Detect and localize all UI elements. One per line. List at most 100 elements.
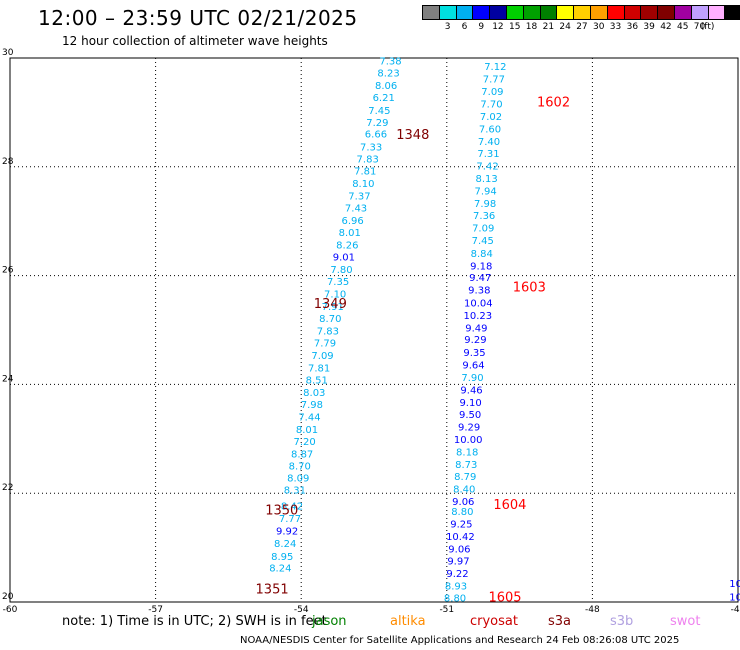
y-tick-label: 26 xyxy=(2,266,14,276)
data-point-label: 8.10 xyxy=(352,179,374,190)
data-point-label: 8.80 xyxy=(451,507,473,518)
data-point-label: 7.33 xyxy=(360,143,382,154)
legend-label: 42 xyxy=(660,22,672,32)
data-point-label: 10.42 xyxy=(446,532,475,543)
data-point-label: 9.47 xyxy=(469,273,491,284)
data-point-label: 8.13 xyxy=(475,174,497,185)
data-point-label: 8.24 xyxy=(269,564,291,575)
data-point-label: 7.44 xyxy=(298,412,320,423)
data-point-label: 9.10 xyxy=(459,398,481,409)
pass-label: 1350 xyxy=(265,504,298,519)
data-point-label: 8.24 xyxy=(274,539,296,550)
data-point-label: 7.36 xyxy=(473,211,495,222)
data-point-label: 7.45 xyxy=(472,236,494,247)
data-point-label: 8.31 xyxy=(284,485,306,496)
data-point-label: 9.64 xyxy=(462,360,484,371)
data-point-label: 9.35 xyxy=(463,348,485,359)
y-tick-label: 22 xyxy=(2,483,13,493)
data-point-label: 8.01 xyxy=(339,228,361,239)
data-point-label: 9.92 xyxy=(276,527,298,538)
satellite-s3b: s3b xyxy=(610,614,634,629)
legend-label: 70 xyxy=(693,22,706,32)
data-point-label: 8.80 xyxy=(444,594,466,605)
pass-label: 1604 xyxy=(493,498,526,513)
data-point-label: 10.04 xyxy=(464,298,493,309)
data-point-label: 8.26 xyxy=(336,241,358,252)
data-point-label: 8.84 xyxy=(471,249,493,260)
data-point-label: 9.06 xyxy=(448,545,470,556)
data-point-label: 10.00 xyxy=(454,435,483,446)
satellite-altika: altika xyxy=(390,614,426,629)
data-point-label: 7.80 xyxy=(330,265,352,276)
data-point-label: 9.97 xyxy=(447,557,469,568)
x-tick-label: -57 xyxy=(148,605,163,615)
data-point-label: 9.29 xyxy=(458,422,480,433)
data-point-label: 7.38 xyxy=(379,57,401,68)
data-point-label: 7.98 xyxy=(474,199,496,210)
data-point-label: 7.10 xyxy=(324,290,346,301)
data-point-label: 7.83 xyxy=(317,327,339,338)
pass-label: 1602 xyxy=(537,96,570,111)
data-point-label: 9.50 xyxy=(459,410,481,421)
data-point-label: 8.51 xyxy=(306,376,328,387)
data-point-label: 7.20 xyxy=(293,437,315,448)
data-point-label: 8.70 xyxy=(289,461,311,472)
data-point-label: 8.18 xyxy=(456,447,478,458)
data-point-label: 9.25 xyxy=(450,520,472,531)
data-point-label: 6.96 xyxy=(342,216,364,227)
data-point-label: 8.09 xyxy=(287,473,309,484)
data-point-label: 8.06 xyxy=(375,81,397,92)
legend-label: 45 xyxy=(677,22,689,32)
data-point-label: 6.66 xyxy=(365,130,387,141)
data-point-label: 7.79 xyxy=(314,339,336,350)
data-point-label: 10 xyxy=(729,579,740,590)
legend-label: 24 xyxy=(559,22,571,32)
data-point-label: 7.37 xyxy=(348,192,370,203)
color-legend xyxy=(422,5,740,20)
data-point-label: 7.02 xyxy=(480,112,502,123)
legend-label: 27 xyxy=(576,22,588,32)
data-point-label: 7.09 xyxy=(311,351,333,362)
data-point-label: 7.29 xyxy=(366,118,388,129)
data-point-label: 7.98 xyxy=(301,400,323,411)
data-point-label: 7.43 xyxy=(345,204,367,215)
data-point-label: 8.73 xyxy=(455,460,477,471)
x-tick-label: -48 xyxy=(585,605,600,615)
legend-label: 30 xyxy=(593,22,605,32)
data-point-label: 9.38 xyxy=(468,286,490,297)
data-point-label: 9.49 xyxy=(465,323,487,334)
data-point-label: 8.42 xyxy=(281,502,303,513)
pass-label: 1348 xyxy=(396,128,429,143)
satellite-s3a: s3a xyxy=(548,614,572,629)
data-point-label: 7.35 xyxy=(327,277,349,288)
data-point-label: 7.40 xyxy=(478,137,500,148)
legend-label: 6 xyxy=(461,22,468,32)
legend-label: 9 xyxy=(478,22,485,32)
x-tick-label: -60 xyxy=(3,605,18,615)
y-tick-label: 24 xyxy=(2,374,14,384)
data-point-label: 7.90 xyxy=(461,373,483,384)
data-point-label: 8.93 xyxy=(445,582,467,593)
data-point-label: 7.94 xyxy=(474,187,496,198)
footer-credit: NOAA/NESDIS Center for Satellite Applica… xyxy=(240,635,680,646)
data-point-label: 8.79 xyxy=(454,472,476,483)
legend-label: 39 xyxy=(643,22,655,32)
page-subtitle: 12 hour collection of altimeter wave hei… xyxy=(62,34,328,48)
data-point-label: 7.60 xyxy=(479,125,501,136)
data-point-label: 7.81 xyxy=(308,364,330,375)
data-point-label: 7.12 xyxy=(484,62,506,73)
satellite-cryosat: cryosat xyxy=(470,614,518,629)
data-point-label: 10 xyxy=(729,593,740,604)
data-point-label: 7.91 xyxy=(322,302,344,313)
data-point-label: 8.40 xyxy=(453,484,475,495)
pass-label: 1349 xyxy=(314,297,347,312)
pass-label: 1605 xyxy=(488,591,521,606)
data-point-label: 8.70 xyxy=(319,314,341,325)
legend-label: 18 xyxy=(525,22,538,32)
data-point-label: 9.18 xyxy=(470,261,492,272)
legend-swatch xyxy=(724,5,740,20)
data-point-label: 7.45 xyxy=(368,106,390,117)
y-tick-label: 30 xyxy=(2,48,14,58)
y-tick-label: 28 xyxy=(2,157,14,167)
